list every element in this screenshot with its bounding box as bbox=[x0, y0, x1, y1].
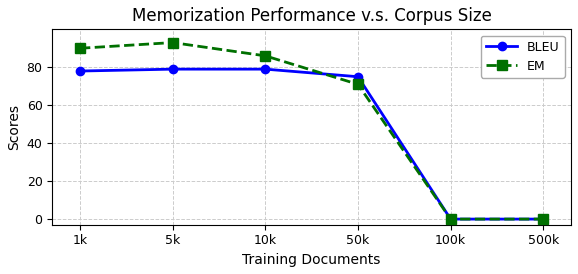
EM bbox=[354, 83, 361, 86]
Title: Memorization Performance v.s. Corpus Size: Memorization Performance v.s. Corpus Siz… bbox=[132, 7, 491, 25]
BLEU bbox=[540, 218, 547, 221]
BLEU bbox=[169, 67, 176, 71]
BLEU bbox=[76, 69, 83, 73]
EM bbox=[76, 47, 83, 50]
X-axis label: Training Documents: Training Documents bbox=[242, 253, 381, 267]
Line: EM: EM bbox=[75, 38, 548, 224]
EM bbox=[447, 218, 454, 221]
EM bbox=[540, 218, 547, 221]
EM bbox=[262, 54, 269, 58]
Legend: BLEU, EM: BLEU, EM bbox=[481, 36, 565, 78]
BLEU bbox=[447, 218, 454, 221]
BLEU bbox=[262, 67, 269, 71]
BLEU bbox=[354, 75, 361, 78]
EM bbox=[169, 41, 176, 44]
Y-axis label: Scores: Scores bbox=[7, 104, 21, 150]
Line: BLEU: BLEU bbox=[76, 65, 547, 223]
